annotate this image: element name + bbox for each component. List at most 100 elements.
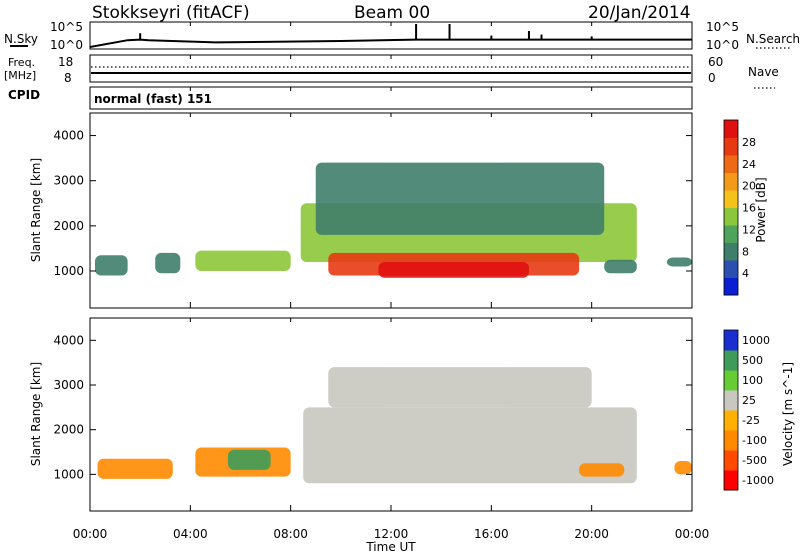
- colorbar-tick-label: 100: [742, 374, 763, 387]
- y-tick-label: 3000: [53, 174, 84, 188]
- x-tick-label: 04:00: [173, 527, 208, 541]
- nave-tick-bottom: 0: [708, 71, 716, 85]
- colorbar-swatch: [724, 410, 738, 431]
- colorbar-tick-label: -100: [742, 434, 767, 447]
- colorbar-swatch: [724, 330, 738, 351]
- colorbar-tick-label: 16: [742, 202, 756, 215]
- velocity-colorbar-label: Velocity [m s^-1]: [781, 362, 795, 466]
- velocity-y-axis-label: Slant Range [km]: [29, 362, 43, 466]
- power-y-ticks: 1000 2000 3000 4000: [53, 129, 692, 278]
- nsky-series-line: [89, 38, 692, 48]
- data-region: [674, 460, 692, 475]
- colorbar-swatch: [724, 370, 738, 391]
- nsearch-label: N.Search: [746, 32, 800, 46]
- colorbar-swatch: [724, 260, 738, 278]
- nave-label: Nave: [748, 65, 779, 79]
- colorbar-swatch: [724, 470, 738, 491]
- y-tick-label: 2000: [53, 423, 84, 437]
- data-region: [315, 162, 605, 235]
- data-region: [328, 367, 592, 408]
- colorbar-swatch: [724, 137, 738, 156]
- cpid-value: normal (fast) 151: [94, 92, 212, 106]
- data-region: [303, 407, 637, 484]
- x-tick-label: 00:00: [675, 527, 710, 541]
- x-tick-label: 08:00: [273, 527, 308, 541]
- colorbar-tick-label: 4: [742, 267, 749, 280]
- colorbar-swatch: [724, 430, 738, 451]
- data-region: [227, 449, 271, 470]
- data-region: [155, 252, 181, 274]
- colorbar-swatch: [724, 450, 738, 471]
- y-tick-label: 2000: [53, 219, 84, 233]
- x-tick-label: 16:00: [474, 527, 509, 541]
- data-region: [579, 463, 625, 477]
- colorbar-swatch: [724, 207, 738, 226]
- freq-label: Freq.: [8, 56, 35, 69]
- freq-unit-label: [MHz]: [4, 69, 36, 82]
- x-axis-label: Time UT: [365, 540, 416, 554]
- colorbar-tick-label: 1000: [742, 334, 770, 347]
- colorbar-tick-label: 28: [742, 136, 756, 149]
- colorbar-swatch: [724, 277, 738, 296]
- x-axis-ticks: 00:00 04:00 08:00 12:00 16:00 20:00 00:00: [73, 22, 710, 541]
- nave-tick-top: 60: [708, 55, 723, 69]
- colorbar-swatch: [724, 242, 738, 261]
- noise-right-tick-top: 10^5: [706, 20, 739, 34]
- station-title: Stokkseyri (fitACF): [92, 3, 250, 23]
- colorbar-tick-label: 500: [742, 354, 763, 367]
- velocity-data-regions: [97, 367, 692, 484]
- velocity-y-ticks: 1000 2000 3000 4000: [53, 333, 692, 481]
- data-region: [95, 255, 128, 276]
- nsky-label: N.Sky: [4, 32, 38, 46]
- colorbar-swatch: [724, 190, 738, 208]
- y-tick-label: 3000: [53, 378, 84, 392]
- colorbar-tick-label: 24: [742, 158, 756, 171]
- data-region: [195, 250, 291, 271]
- data-region: [97, 458, 173, 479]
- colorbar-tick-label: -500: [742, 454, 767, 467]
- y-tick-label: 1000: [53, 467, 84, 481]
- colorbar-tick-label: -1000: [742, 474, 774, 487]
- colorbar-tick-label: -25: [742, 414, 760, 427]
- colorbar-tick-label: 12: [742, 223, 756, 236]
- power-panel: 1000 2000 3000 4000 Slant Range [km] 4 8 12 16…: [29, 112, 768, 309]
- noise-panel: N.Sky 10^5 10^0 10^5 10^0 N.Search: [4, 20, 800, 52]
- noise-left-tick-top: 10^5: [50, 20, 83, 34]
- cpid-label: CPID: [8, 88, 40, 102]
- date-title: 20/Jan/2014: [588, 3, 691, 23]
- y-tick-label: 4000: [53, 333, 84, 347]
- colorbar-swatch: [724, 120, 738, 138]
- y-tick-label: 4000: [53, 129, 84, 143]
- power-data-regions: [95, 162, 692, 278]
- power-colorbar: 4 8 12 16 20 24 28: [723, 119, 756, 296]
- noise-left-tick-bottom: 10^0: [50, 38, 83, 52]
- power-y-axis-label: Slant Range [km]: [29, 158, 43, 262]
- nsky-spikes: [139, 24, 593, 40]
- x-tick-label: 20:00: [574, 527, 609, 541]
- velocity-colorbar: 1000 500 100 25 -25 -100 -500 -1000: [723, 329, 774, 491]
- x-tick-label: 12:00: [374, 527, 409, 541]
- colorbar-swatch: [724, 155, 738, 173]
- colorbar-swatch: [724, 390, 738, 411]
- colorbar-tick-label: 25: [742, 394, 756, 407]
- colorbar-swatch: [724, 350, 738, 371]
- x-tick-label: 00:00: [73, 527, 108, 541]
- data-region: [378, 261, 529, 278]
- colorbar-swatch: [724, 225, 738, 243]
- power-colorbar-label: Power [dB]: [754, 177, 768, 242]
- beam-title: Beam 00: [354, 3, 430, 23]
- freq-tick-bottom: 8: [64, 71, 72, 85]
- data-region: [604, 259, 637, 274]
- noise-right-tick-bottom: 10^0: [706, 38, 739, 52]
- colorbar-frame: [723, 119, 739, 296]
- data-region: [666, 257, 692, 267]
- colorbar-tick-label: 20: [742, 180, 756, 193]
- velocity-panel: 1000 2000 3000 4000 Slant Range [km] 1000 50…: [29, 317, 795, 512]
- colorbar-swatch: [724, 172, 738, 191]
- colorbar-frame: [723, 329, 739, 491]
- colorbar-tick-label: 8: [742, 245, 749, 258]
- freq-tick-top: 18: [58, 55, 73, 69]
- y-tick-label: 1000: [53, 264, 84, 278]
- freq-nave-panel: Freq. [MHz] 18 8 60 0 Nave CPID: [4, 54, 779, 102]
